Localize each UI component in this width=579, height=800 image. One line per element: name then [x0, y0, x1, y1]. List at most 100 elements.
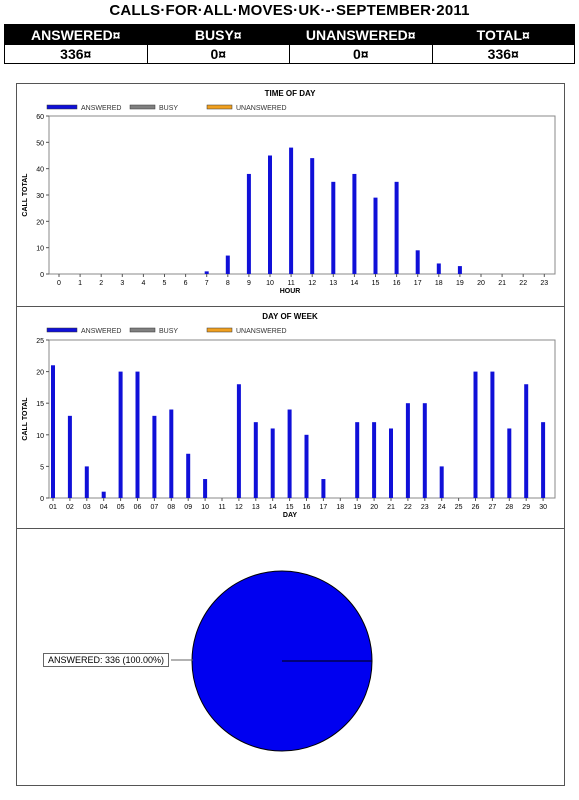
- hour-x-tick-label: 9: [247, 280, 251, 287]
- day-legend-label-unanswered: UNANSWERED: [236, 328, 287, 335]
- hour-x-tick-label: 6: [184, 280, 188, 287]
- hour-x-tick-label: 18: [435, 280, 443, 287]
- day-x-tick-label: 01: [49, 504, 57, 511]
- hour-x-tick-label: 15: [372, 280, 380, 287]
- hour-bar-17: [415, 250, 420, 274]
- day-bar-16: [304, 434, 309, 498]
- hour-bar-12: [310, 158, 315, 274]
- day-x-tick-label: 15: [286, 504, 294, 511]
- day-bar-03: [84, 466, 89, 498]
- hour-x-tick-label: 20: [477, 280, 485, 287]
- day-x-tick-label: 17: [320, 504, 328, 511]
- day-x-tick-label: 06: [134, 504, 142, 511]
- day-bar-20: [372, 422, 377, 498]
- day-x-tick-label: 09: [184, 504, 192, 511]
- hour-x-tick-label: 21: [498, 280, 506, 287]
- hour-plot-area: [48, 115, 556, 275]
- day-bar-24: [439, 466, 444, 498]
- day-x-tick-label: 14: [269, 504, 277, 511]
- day-legend-swatch-answered: [46, 327, 78, 333]
- hour-x-axis-label: HOUR: [280, 288, 301, 295]
- hour-x-tick-label: 8: [226, 280, 230, 287]
- hour-x-tick-label: 4: [141, 280, 145, 287]
- hour-legend-swatch-busy: [129, 104, 156, 110]
- hour-bar-7: [204, 271, 209, 274]
- day-plot-area: [48, 339, 556, 499]
- summary-header-row: ANSWERED¤ BUSY¤ UNANSWERED¤ TOTAL¤: [4, 24, 575, 45]
- hour-y-tick-label: 10: [36, 246, 44, 253]
- hour-x-tick-label: 11: [287, 280, 294, 287]
- day-x-tick-label: 18: [336, 504, 344, 511]
- hour-y-axis-label: CALL TOTAL: [22, 173, 29, 217]
- hour-y-tick-label: 60: [36, 114, 44, 121]
- hour-bar-18: [436, 263, 441, 274]
- pie-slice-label: ANSWERED: 336 (100.00%): [43, 653, 170, 667]
- hour-bar-8: [225, 255, 230, 274]
- day-y-tick-label: 10: [36, 433, 44, 440]
- hour-x-tick-label: 0: [57, 280, 61, 287]
- hour-x-tick-label: 17: [414, 280, 422, 287]
- day-bar-07: [152, 415, 157, 498]
- day-bar-10: [203, 479, 208, 498]
- hour-x-tick-label: 3: [120, 280, 124, 287]
- hour-legend-swatch-answered: [46, 104, 78, 110]
- day-x-tick-label: 11: [218, 504, 225, 511]
- day-bar-05: [118, 371, 123, 498]
- day-bar-26: [473, 371, 478, 498]
- summary-value-unanswered: 0¤: [289, 44, 433, 64]
- day-bar-30: [541, 422, 546, 498]
- hour-bar-11: [289, 147, 294, 274]
- day-bar-27: [490, 371, 495, 498]
- day-of-week-chart-panel: DAY OF WEEK ANSWERED BUSY UNANSWERED 0 5 10 15 2…: [16, 306, 565, 529]
- hour-x-tick-label: 14: [351, 280, 359, 287]
- day-x-tick-label: 24: [438, 504, 446, 511]
- summary-header-total: TOTAL¤: [431, 24, 575, 45]
- day-x-tick-label: 13: [252, 504, 260, 511]
- hour-x-tick-label: 12: [308, 280, 316, 287]
- day-y-tick-label: 5: [40, 464, 44, 471]
- hour-x-tick-label: 7: [205, 280, 209, 287]
- day-x-axis-label: DAY: [283, 512, 297, 519]
- hour-legend-label-unanswered: UNANSWERED: [236, 105, 287, 112]
- day-y-tick-label: 15: [36, 401, 44, 408]
- time-of-day-chart-panel: TIME OF DAY ANSWERED BUSY UNANSWERED 0 10 20 30…: [16, 83, 565, 307]
- day-y-tick-label: 20: [36, 370, 44, 377]
- hour-bar-19: [457, 266, 462, 274]
- hour-legend-swatch-unanswered: [206, 104, 233, 110]
- day-x-tick-label: 20: [370, 504, 378, 511]
- hour-x-tick-label: 1: [78, 280, 82, 287]
- hour-bar-15: [373, 197, 378, 274]
- hour-legend-label-answered: ANSWERED: [81, 105, 121, 112]
- day-x-tick-label: 19: [353, 504, 361, 511]
- day-x-tick-label: 22: [404, 504, 412, 511]
- day-bar-09: [186, 453, 191, 498]
- hour-x-tick-label: 13: [329, 280, 337, 287]
- day-legend-swatch-busy: [129, 327, 156, 333]
- day-y-tick-label: 25: [36, 338, 44, 345]
- day-x-tick-label: 07: [151, 504, 159, 511]
- report-title: CALLS·FOR·ALL·MOVES·UK·-·SEPTEMBER·2011: [109, 2, 470, 19]
- day-x-tick-label: 10: [201, 504, 209, 511]
- day-x-tick-label: 25: [455, 504, 463, 511]
- day-bar-19: [355, 422, 360, 498]
- hour-bar-16: [394, 181, 399, 274]
- hour-bar-14: [352, 173, 357, 274]
- hour-x-tick-label: 5: [163, 280, 167, 287]
- day-x-tick-label: 02: [66, 504, 74, 511]
- day-x-tick-label: 21: [387, 504, 395, 511]
- summary-value-row: 336¤ 0¤ 0¤ 336¤: [4, 44, 575, 64]
- day-bar-15: [287, 409, 292, 498]
- day-bar-04: [101, 491, 106, 498]
- day-y-tick-label: 0: [40, 496, 44, 503]
- hour-x-tick-label: 2: [99, 280, 103, 287]
- day-x-tick-label: 05: [117, 504, 125, 511]
- day-bar-28: [507, 428, 512, 498]
- day-bar-08: [169, 409, 174, 498]
- day-bar-01: [51, 365, 55, 498]
- summary-value-busy: 0¤: [146, 44, 290, 64]
- day-x-tick-label: 30: [539, 504, 547, 511]
- day-bar-06: [135, 371, 140, 498]
- hour-x-tick-label: 10: [266, 280, 274, 287]
- summary-value-answered: 336¤: [4, 44, 148, 64]
